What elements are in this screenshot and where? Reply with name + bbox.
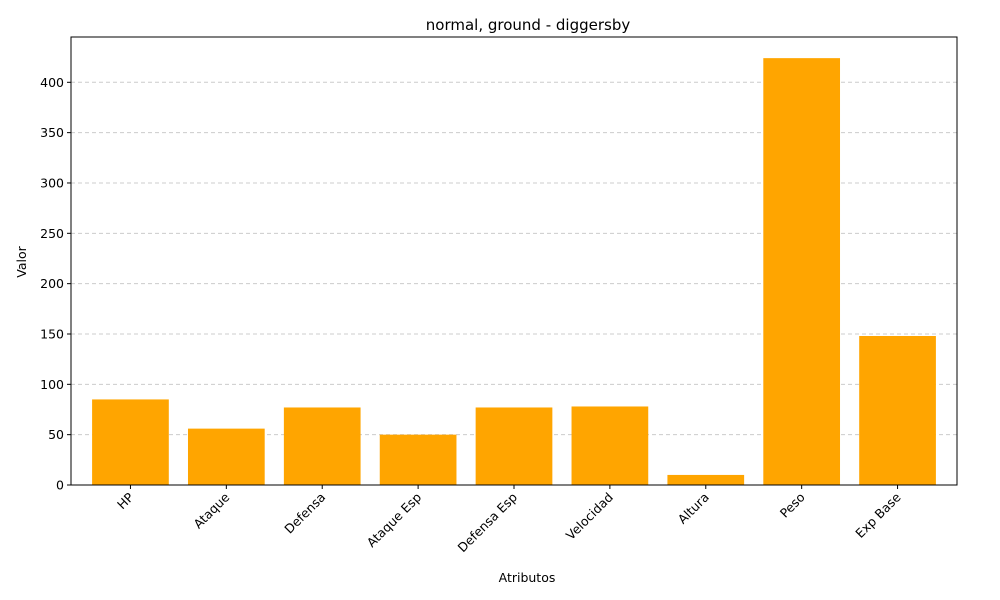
bar-velocidad: [571, 406, 649, 485]
bars: [92, 58, 936, 486]
x-axis-ticks: HP Ataque Defensa Ataque Esp Defensa Esp Velo…: [114, 485, 904, 555]
x-tick-label: Defensa: [281, 490, 328, 537]
bar-defensa-esp: [475, 407, 553, 485]
bar-exp-base: [859, 336, 936, 485]
chart-title: normal, ground - diggersby: [426, 16, 631, 34]
bar-hp: [92, 399, 169, 485]
x-tick-label: Ataque: [190, 489, 232, 531]
y-axis-label: Valor: [14, 245, 29, 277]
bar-ataque-esp: [379, 434, 457, 485]
x-axis-label: Atributos: [499, 570, 556, 585]
bar-peso: [763, 58, 841, 486]
y-tick-label: 50: [48, 427, 64, 442]
x-tick-label: Ataque Esp: [364, 489, 425, 550]
y-tick-label: 100: [40, 377, 64, 392]
y-axis-ticks: 0 50 100 150 200 250 300 350 400: [40, 75, 71, 493]
bar-altura: [667, 474, 745, 485]
bar-ataque: [187, 428, 265, 485]
x-tick-label: Velocidad: [563, 490, 616, 543]
y-tick-label: 200: [40, 276, 64, 291]
x-tick-label: Exp Base: [852, 489, 904, 541]
y-tick-label: 300: [40, 175, 64, 190]
y-tick-label: 350: [40, 125, 64, 140]
y-tick-label: 250: [40, 226, 64, 241]
x-tick-label: HP: [114, 489, 137, 512]
y-tick-label: 400: [40, 75, 64, 90]
y-tick-label: 150: [40, 326, 64, 341]
bar-defensa: [283, 407, 361, 485]
x-tick-label: Altura: [675, 490, 712, 527]
y-tick-label: 0: [56, 478, 64, 493]
x-tick-label: Defensa Esp: [454, 489, 520, 555]
gridlines: [71, 81, 957, 436]
x-tick-label: Peso: [777, 490, 808, 521]
